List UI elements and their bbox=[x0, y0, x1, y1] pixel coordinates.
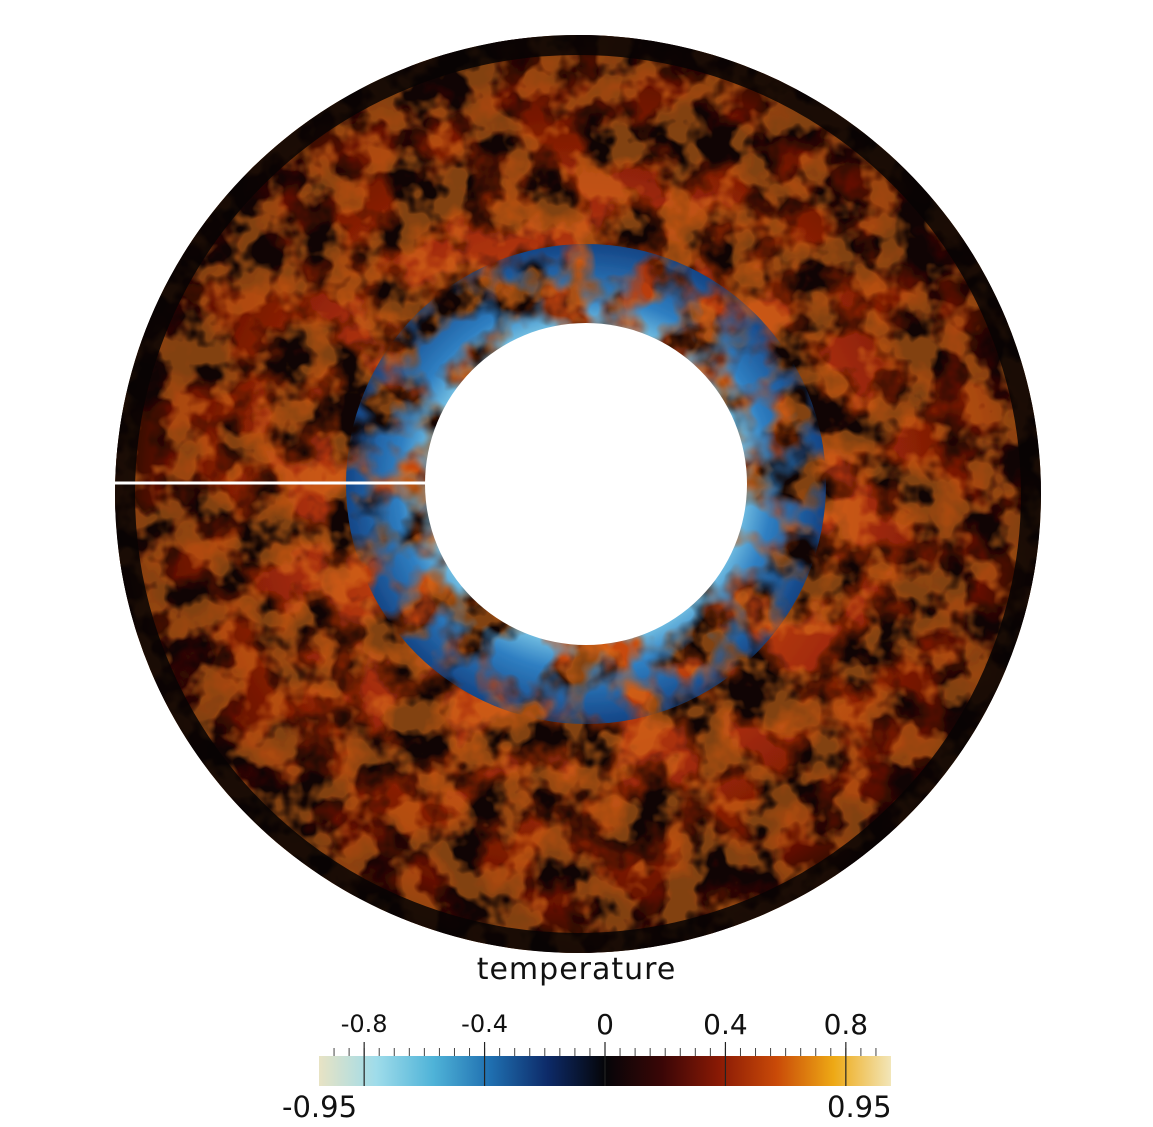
colorbar-tick-label: -0.8 bbox=[340, 1010, 388, 1038]
colorbar-min-label: -0.95 bbox=[282, 1090, 358, 1124]
colorbar-tick-label: 0.8 bbox=[823, 1008, 869, 1041]
colorbar-title: temperature bbox=[476, 952, 677, 987]
colorbar-tick-label: 0 bbox=[596, 1008, 614, 1041]
colorbar-tick-label: -0.4 bbox=[461, 1010, 508, 1038]
colorbar bbox=[319, 1042, 891, 1086]
colorbar-max-label: 0.95 bbox=[827, 1090, 892, 1124]
colorbar-tick-label: 0.4 bbox=[703, 1008, 748, 1041]
